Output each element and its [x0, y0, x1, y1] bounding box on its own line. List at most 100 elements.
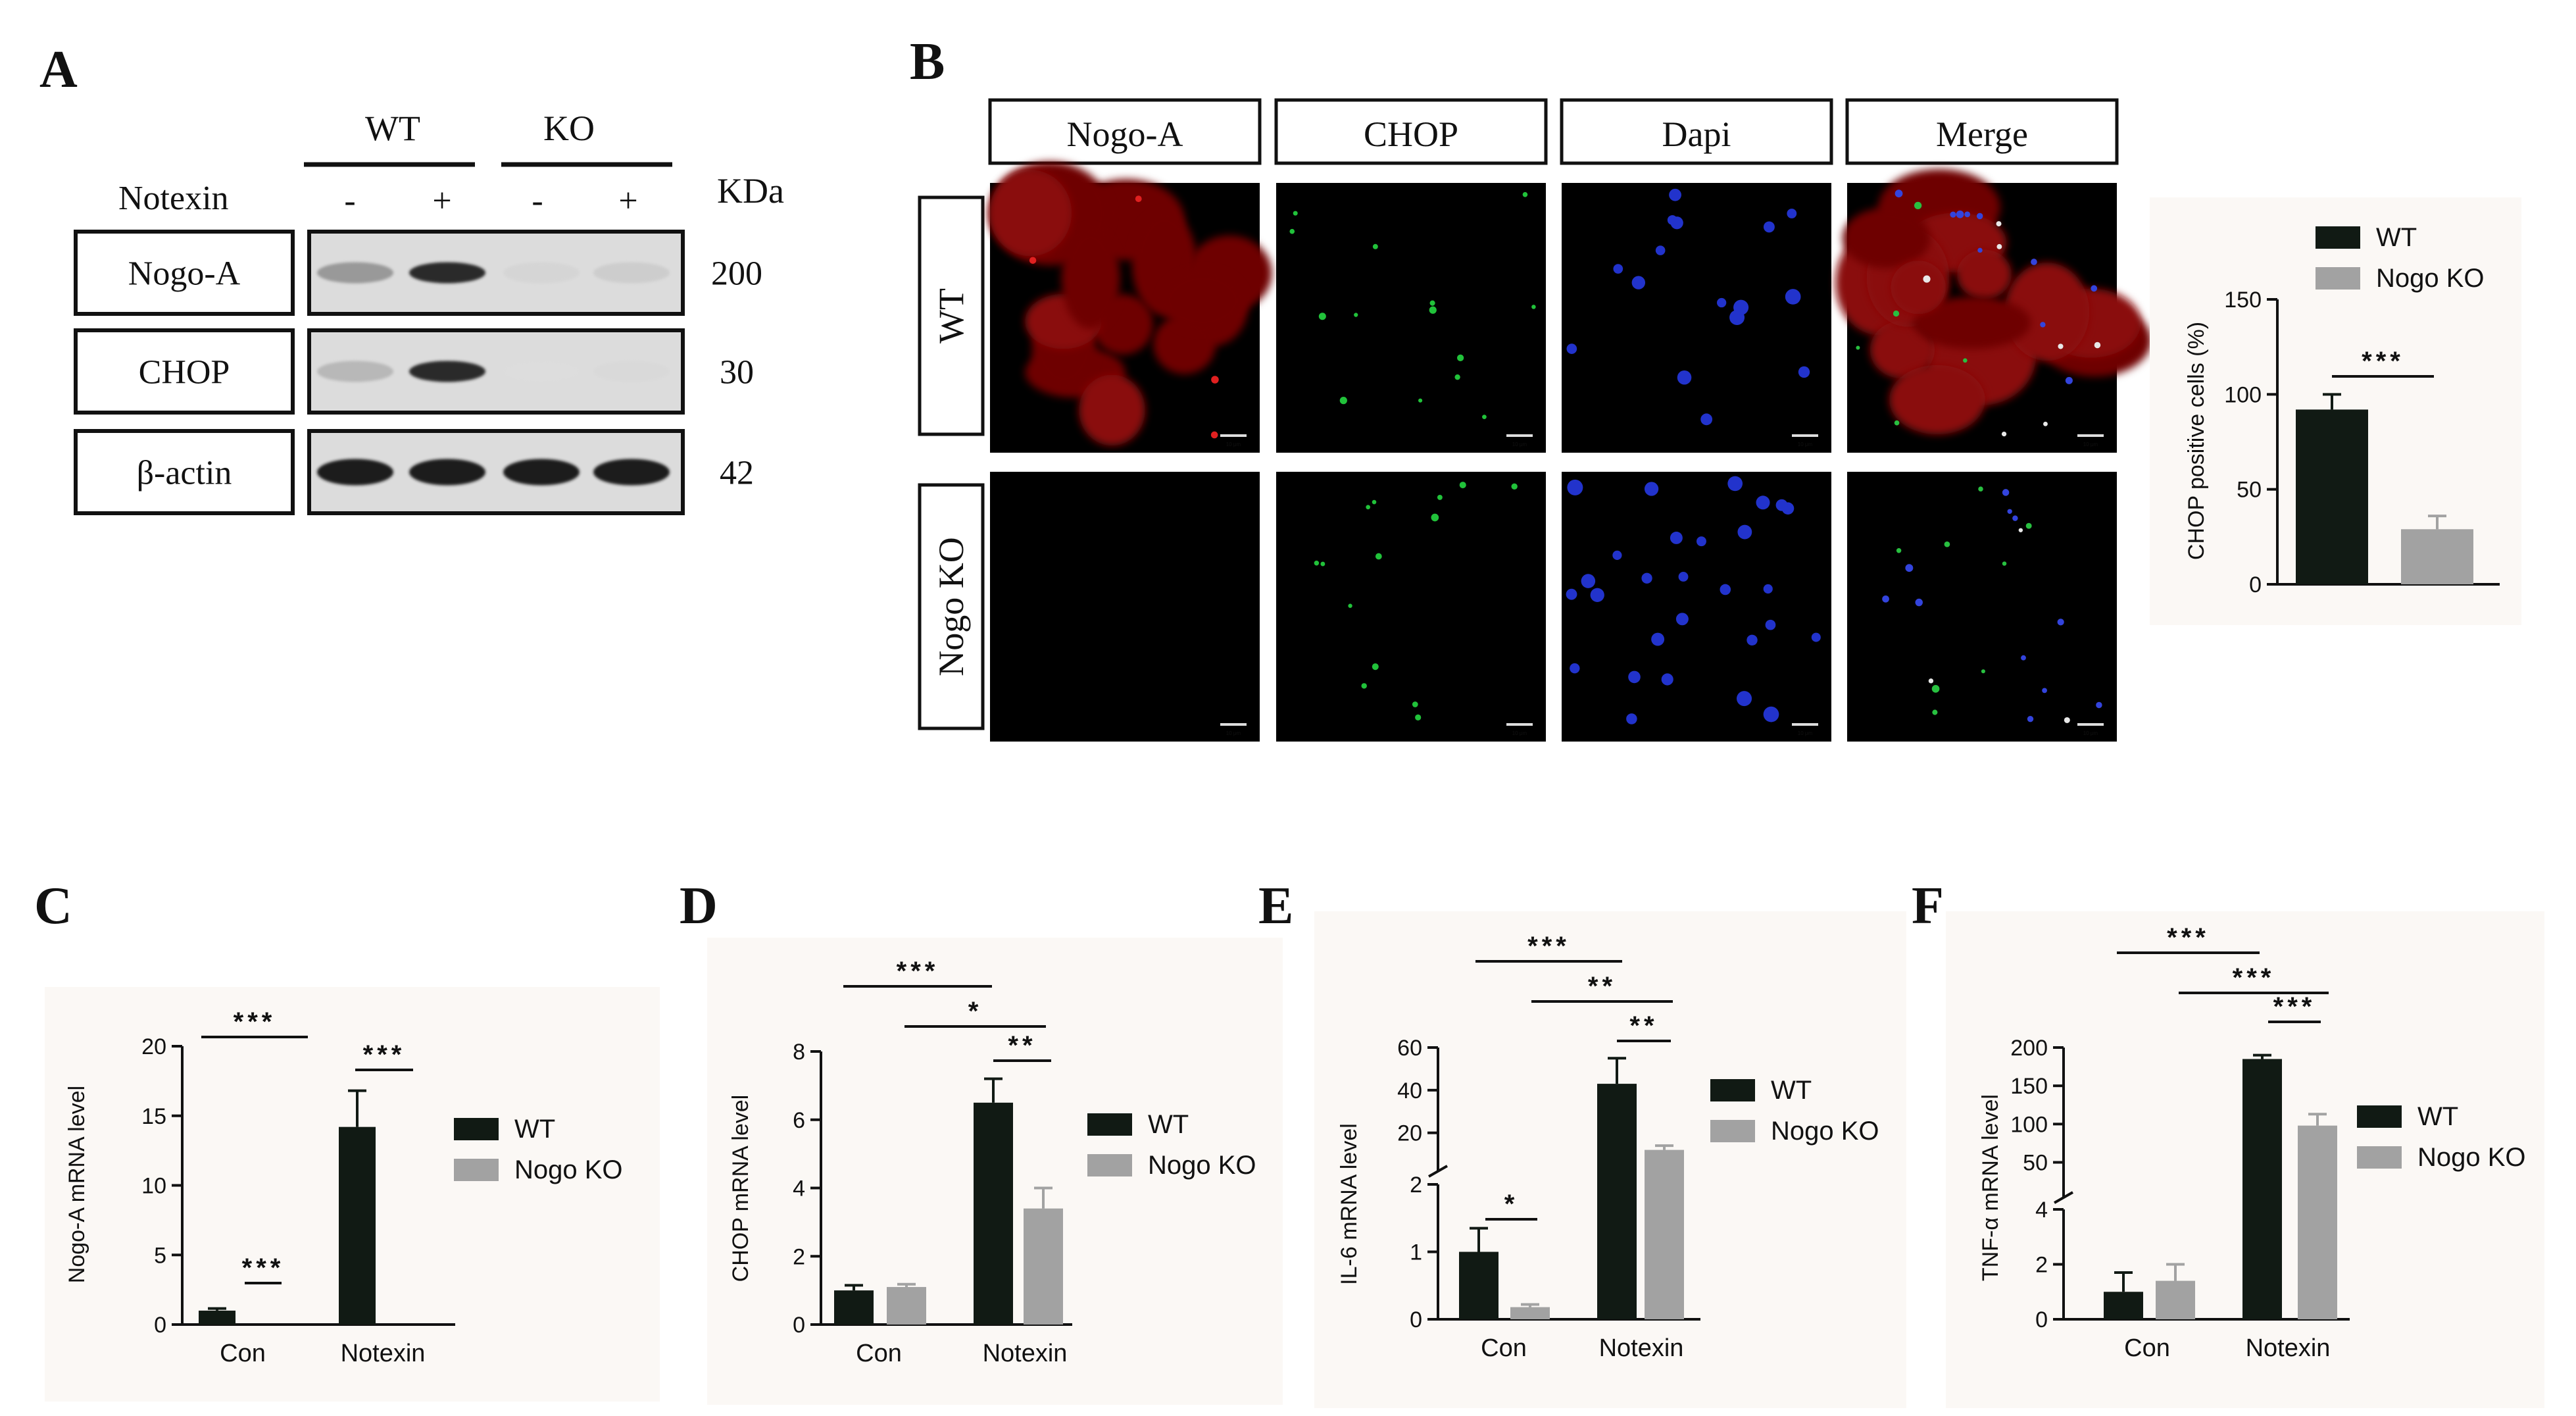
cell-dot: [1029, 257, 1037, 264]
scale-bar-label: 10 μm: [1226, 730, 1241, 736]
y-axis-title: CHOP mRNA level: [728, 1095, 753, 1282]
cell-dot: [1631, 276, 1646, 290]
cell-dot: [1944, 541, 1950, 547]
legend-swatch: [1087, 1113, 1132, 1136]
cell-dot: [1733, 299, 1749, 315]
cell-dot: [1763, 584, 1773, 594]
cell-dot: [2001, 431, 2007, 437]
scale-bar-label: 10 μm: [2083, 730, 2098, 736]
cell-dot: [1746, 634, 1758, 645]
cell-dot: [1996, 221, 2002, 227]
cell-dot: [1981, 669, 1985, 674]
panel-letter: C: [34, 877, 72, 935]
cell-dot: [1717, 297, 1727, 308]
cell-dot: [1905, 564, 1914, 572]
cell-dot: [1641, 572, 1652, 584]
cell-dot: [1963, 358, 1968, 363]
row-header: Nogo KO: [931, 537, 971, 676]
bar-nogo-ko: [1510, 1307, 1550, 1319]
bar-nogo-ko: [2401, 529, 2473, 584]
cell-dot: [1372, 243, 1378, 249]
x-category-label: Con: [1481, 1334, 1527, 1362]
cell-dot: [1314, 561, 1320, 566]
cell-dot: [1437, 494, 1443, 500]
column-header: Dapi: [1662, 114, 1731, 154]
cell-dot: [1348, 603, 1352, 608]
significance-label: ***: [2273, 992, 2316, 1021]
y-tick-label: 50: [2023, 1150, 2048, 1175]
micrograph-red-stained-tissue: [990, 472, 1260, 742]
cell-dot: [1894, 420, 1900, 426]
y-tick-label: 1: [1410, 1240, 1422, 1265]
cell-dot: [1372, 499, 1377, 505]
red-tissue-blob: [1079, 374, 1145, 446]
cell-dot: [1339, 397, 1347, 405]
cell-dot: [1931, 685, 1940, 693]
cell-dot: [1928, 678, 1934, 684]
legend-label: WT: [1771, 1076, 1812, 1105]
y-tick-label: 60: [1397, 1036, 1422, 1061]
cell-dot: [1763, 706, 1779, 722]
red-tissue-blob: [1913, 296, 2031, 349]
column-header: CHOP: [1364, 114, 1458, 154]
cell-dot: [1644, 482, 1659, 496]
red-tissue-blob: [1160, 269, 1245, 332]
significance-label: ***: [897, 957, 939, 986]
axis-break-mark: [1428, 1165, 1448, 1178]
legend-swatch: [1087, 1154, 1132, 1176]
legend-label: WT: [2376, 223, 2417, 252]
y-axis-title: Nogo-A mRNA level: [64, 1086, 89, 1283]
x-category-label: Notexin: [1599, 1334, 1684, 1362]
cell-dot: [1895, 190, 1903, 198]
scale-bar-label: 10 μm: [1512, 730, 1527, 736]
bar-wt: [2104, 1292, 2143, 1319]
treatment-sign: +: [432, 182, 451, 220]
cell-dot: [1882, 595, 1889, 603]
cell-dot: [1661, 673, 1673, 686]
legend-label: WT: [1148, 1110, 1189, 1139]
significance-label: **: [1008, 1031, 1036, 1060]
panel-b: B Nogo-A CHOP Dapi Merge WT 10 μm 10 μm 10 μm 10…: [910, 33, 2152, 742]
cell-dot: [2027, 716, 2034, 722]
legend-swatch: [2316, 226, 2360, 249]
legend-label: Nogo KO: [1771, 1117, 1879, 1146]
scale-bar: [1220, 434, 1247, 437]
y-tick-label: 0: [793, 1313, 805, 1338]
legend-label: WT: [2417, 1102, 2458, 1131]
blot-row-label-box: [74, 328, 295, 415]
cell-dot: [2002, 561, 2007, 566]
y-tick-label: 4: [793, 1176, 805, 1201]
row-header-box: [918, 483, 985, 730]
blot-band: [503, 262, 580, 284]
blot-band: [317, 361, 393, 382]
blot-band: [503, 361, 580, 382]
significance-label: ***: [363, 1040, 406, 1069]
cell-dot: [1798, 366, 1810, 378]
y-tick-label: 4: [2035, 1198, 2048, 1223]
panel-a-letter: A: [39, 41, 78, 99]
column-header-box: [1845, 98, 2119, 165]
y-tick-label: 20: [141, 1034, 166, 1059]
panel-a: A WT KO Notexin - + - + KDa Nogo-A 200 CHO…: [39, 41, 784, 515]
group-label-wt: WT: [365, 109, 420, 148]
cell-dot: [1522, 191, 1528, 197]
treatment-label: Notexin: [118, 180, 229, 217]
legend-swatch: [454, 1159, 499, 1181]
cell-dot: [1318, 313, 1326, 320]
cell-dot: [1566, 343, 1577, 354]
bar-nogo-ko: [1024, 1208, 1063, 1325]
red-tissue-blob: [1843, 207, 1931, 269]
cell-dot: [1135, 195, 1142, 203]
chart-panel-B-inset: 0 50 100 150 CHOP positive cells (%) *** WT Nog…: [2150, 197, 2521, 625]
cell-dot: [1418, 398, 1423, 403]
cell-dot: [1669, 188, 1681, 201]
cell-dot: [1670, 216, 1683, 230]
legend-swatch: [2316, 267, 2360, 290]
cell-dot: [1678, 572, 1689, 582]
legend-label: Nogo KO: [514, 1155, 623, 1184]
cell-dot: [1655, 245, 1666, 255]
blot-row-label: β-actin: [137, 455, 232, 492]
row-header-box: [918, 195, 985, 436]
y-tick-label: 20: [1397, 1121, 1422, 1146]
